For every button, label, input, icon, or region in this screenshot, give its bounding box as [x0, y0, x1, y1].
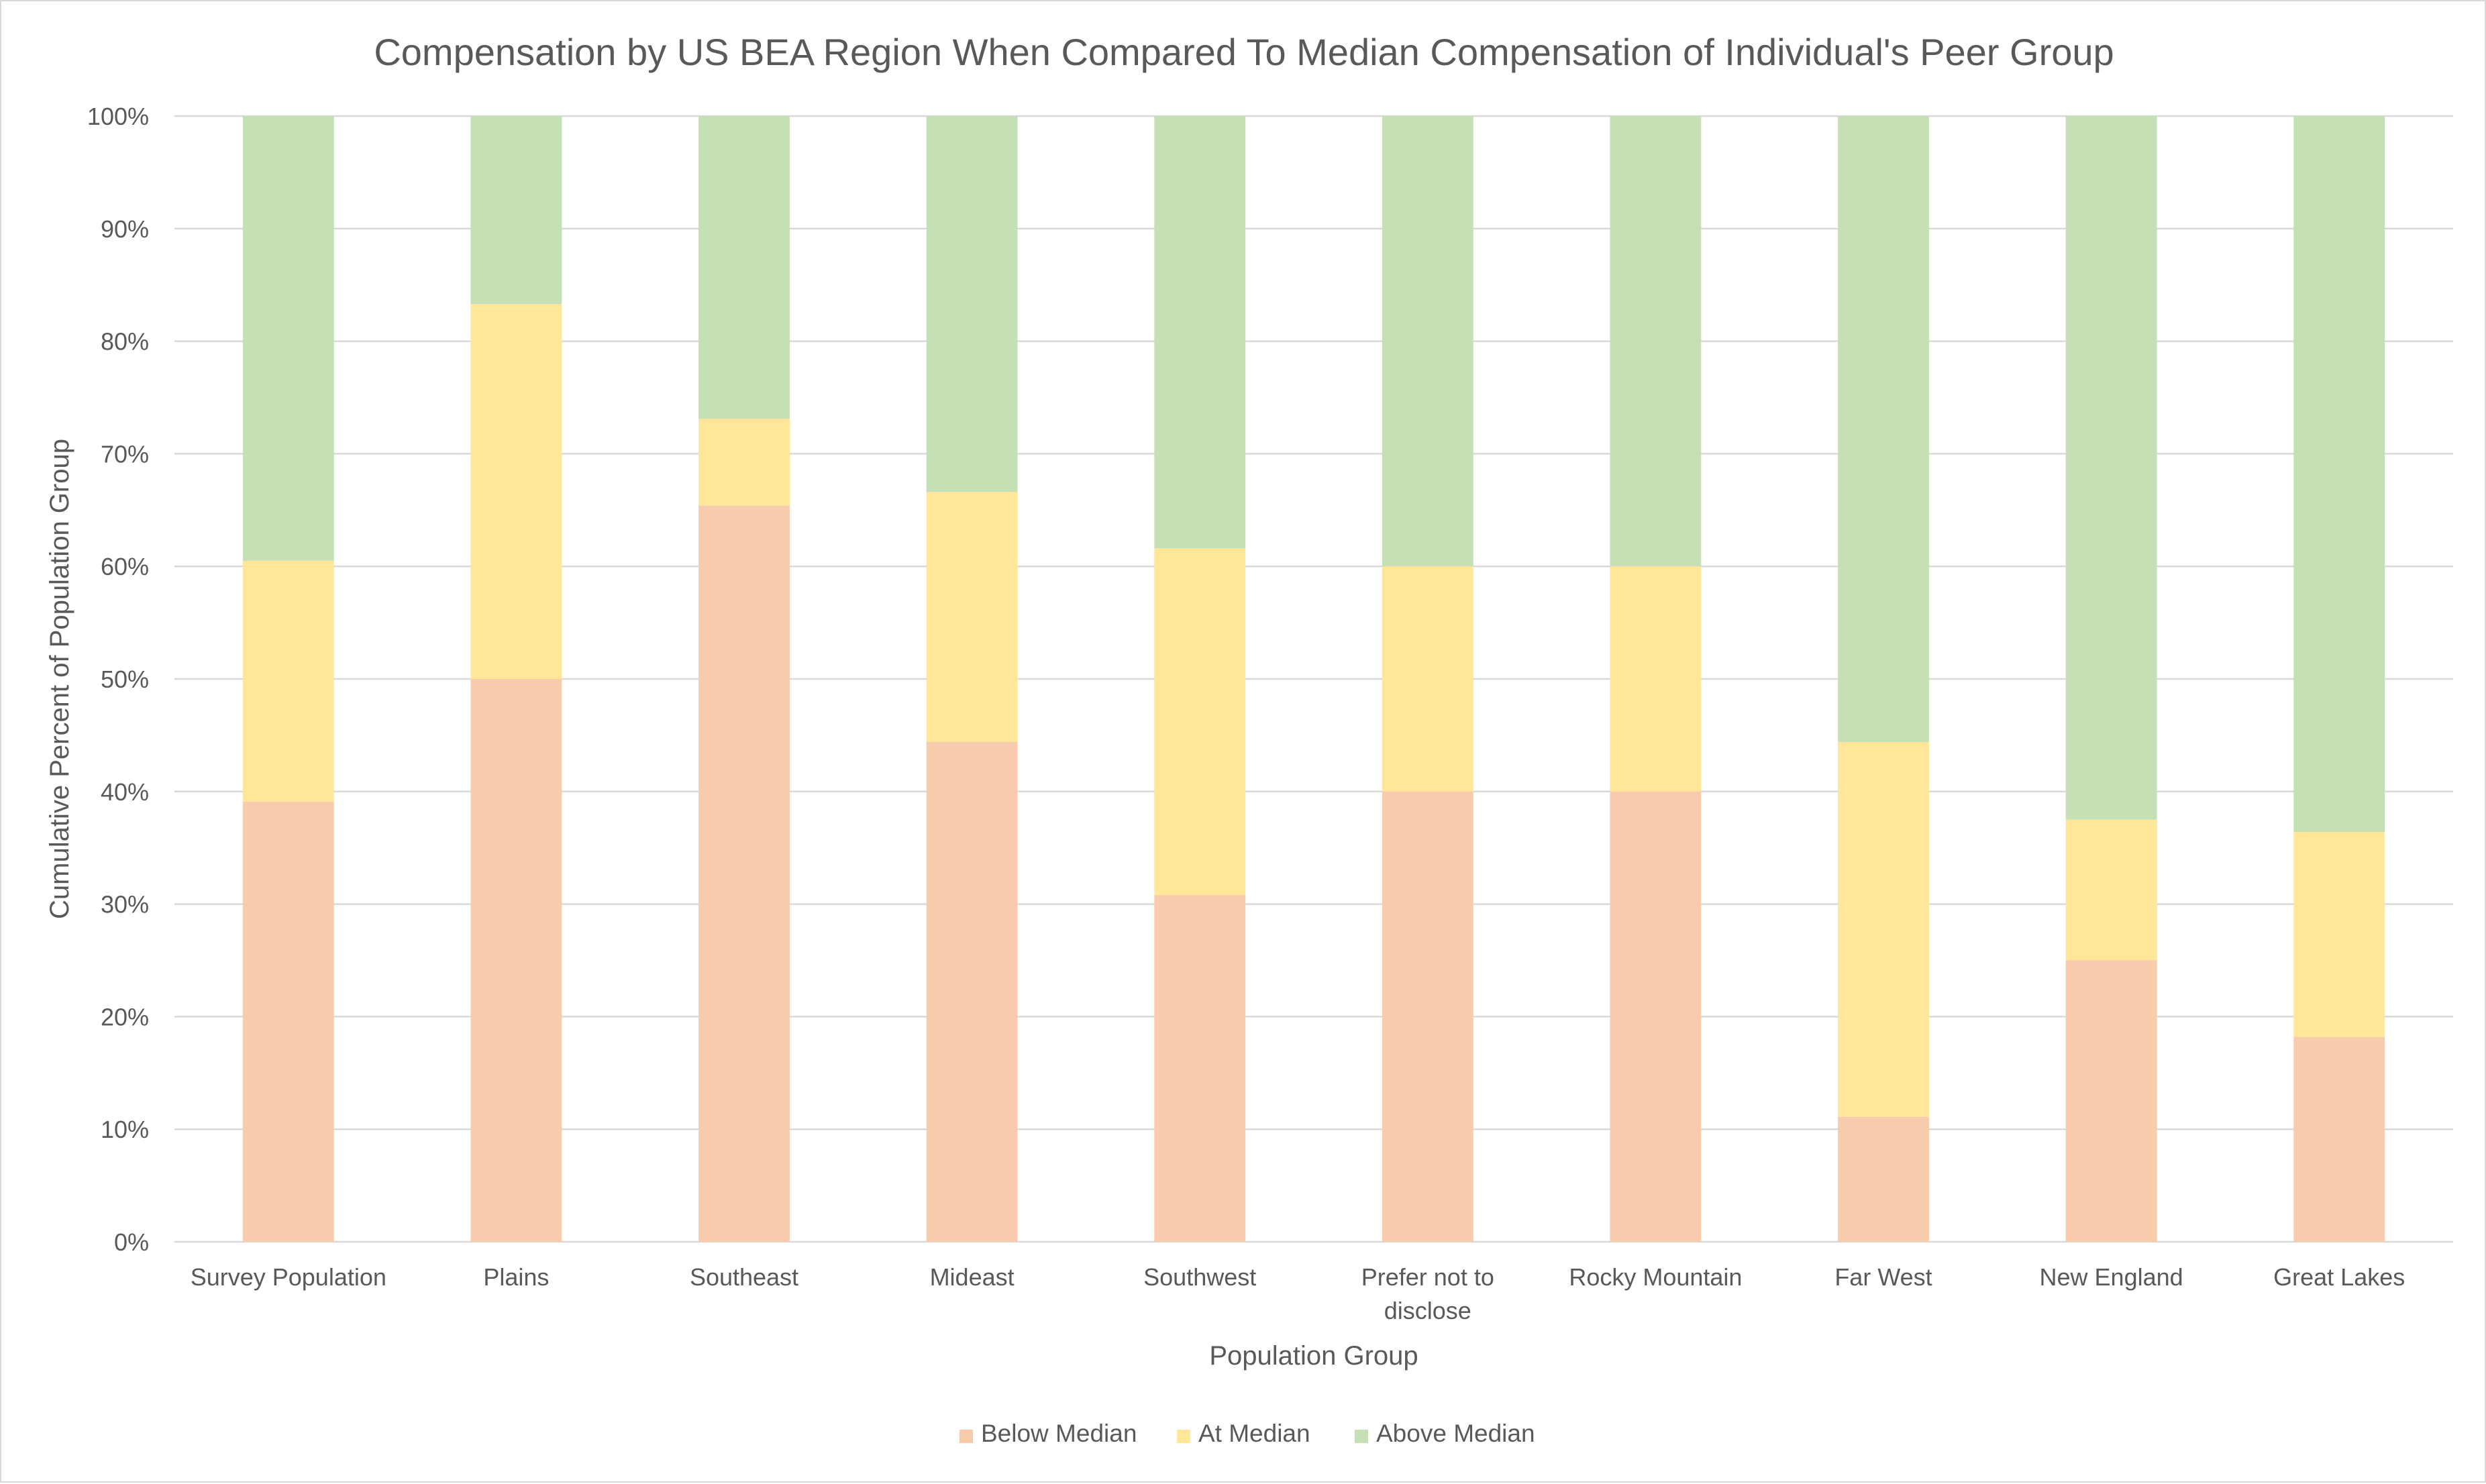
- legend-label: Below Median: [981, 1420, 1137, 1447]
- bar-above-median: [1610, 116, 1702, 567]
- x-tick-label: Far West: [1834, 1263, 1932, 1291]
- x-tick-label: Rocky Mountain: [1569, 1263, 1742, 1291]
- legend-label: Above Median: [1376, 1420, 1535, 1447]
- y-tick-label: 60%: [101, 553, 149, 580]
- bar-above-median: [1838, 116, 1929, 742]
- y-tick-label: 100%: [87, 103, 149, 130]
- y-tick-label: 80%: [101, 328, 149, 356]
- y-tick-label: 30%: [101, 891, 149, 918]
- x-tick-label: Prefer not to disclose: [1361, 1263, 1494, 1324]
- bars: [242, 116, 2385, 1242]
- bar-below-median: [2065, 960, 2157, 1242]
- x-tick-label: Plains: [483, 1263, 549, 1291]
- chart-title: Compensation by US BEA Region When Compa…: [374, 31, 2114, 73]
- bar-at-median: [926, 492, 1018, 742]
- x-tick-label: Mideast: [930, 1263, 1015, 1291]
- bar-below-median: [926, 741, 1018, 1242]
- bar-at-median: [2065, 819, 2157, 961]
- y-tick-label: 90%: [101, 215, 149, 243]
- y-tick-label: 10%: [101, 1116, 149, 1143]
- legend: Below Median At Median Above Median: [960, 1420, 1535, 1447]
- y-tick-label: 0%: [114, 1228, 149, 1256]
- y-tick-label: 40%: [101, 778, 149, 806]
- bar-at-median: [1838, 741, 1929, 1117]
- x-tick-label: Southeast: [690, 1263, 798, 1291]
- legend-label: At Median: [1198, 1420, 1310, 1447]
- y-tick-label: 70%: [101, 440, 149, 468]
- y-axis-title: Cumulative Percent of Population Group: [45, 439, 74, 919]
- bar-below-median: [1610, 791, 1702, 1242]
- bar-above-median: [2293, 116, 2385, 833]
- x-axis-title: Population Group: [1209, 1341, 1418, 1371]
- y-tick-label: 50%: [101, 666, 149, 693]
- y-axis-tick-labels: 0% 10% 20% 30% 40% 50% 60% 70% 80% 90% 100%: [87, 103, 149, 1256]
- bar-below-median: [242, 801, 334, 1242]
- legend-swatch: [1177, 1430, 1190, 1443]
- bar-below-median: [1154, 895, 1246, 1242]
- bar-below-median: [1382, 791, 1473, 1242]
- bar-below-median: [470, 679, 562, 1242]
- bar-at-median: [1154, 548, 1246, 896]
- bar-at-median: [2293, 832, 2385, 1037]
- bar-at-median: [1382, 566, 1473, 792]
- bar-above-median: [926, 116, 1018, 492]
- bar-above-median: [470, 116, 562, 305]
- bar-above-median: [698, 116, 790, 419]
- bar-below-median: [2293, 1037, 2385, 1242]
- bar-below-median: [698, 505, 790, 1242]
- bar-above-median: [2065, 116, 2157, 820]
- y-tick-label: 20%: [101, 1003, 149, 1030]
- x-axis-tick-labels: Survey Population Plains Southeast Mideast S…: [191, 1263, 2405, 1324]
- x-tick-label: Great Lakes: [2273, 1263, 2405, 1291]
- x-tick-label: Southwest: [1143, 1263, 1256, 1291]
- bar-at-median: [470, 304, 562, 679]
- bar-at-median: [242, 560, 334, 802]
- bar-at-median: [1610, 566, 1702, 792]
- bar-above-median: [242, 116, 334, 561]
- x-tick-label: Survey Population: [191, 1263, 386, 1291]
- bar-above-median: [1154, 116, 1246, 549]
- legend-swatch: [960, 1430, 973, 1443]
- bar-above-median: [1382, 116, 1473, 567]
- x-tick-label: New England: [2040, 1263, 2183, 1291]
- bar-at-median: [698, 419, 790, 506]
- bar-below-median: [1838, 1116, 1929, 1242]
- legend-swatch: [1355, 1430, 1368, 1443]
